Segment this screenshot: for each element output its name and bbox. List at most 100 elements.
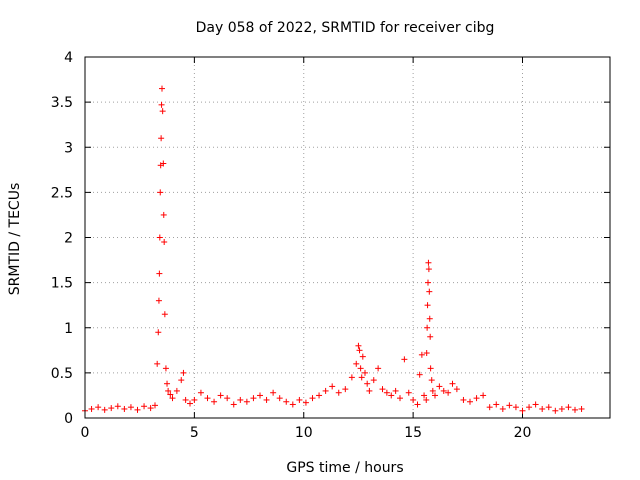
plot-frame xyxy=(84,56,611,419)
data-point xyxy=(362,369,368,376)
data-point xyxy=(375,365,382,372)
x-tick-label: 5 xyxy=(190,425,199,441)
data-point xyxy=(157,189,164,196)
data-point xyxy=(250,395,257,402)
data-point xyxy=(401,356,408,363)
y-tick-label: 0.5 xyxy=(51,366,73,382)
data-point xyxy=(134,406,141,413)
y-tick-label: 1.5 xyxy=(51,276,73,292)
data-point xyxy=(366,387,373,394)
data-point xyxy=(180,369,187,376)
data-point xyxy=(155,297,162,304)
x-tick-label: 10 xyxy=(295,425,313,441)
data-point xyxy=(388,392,395,399)
data-point xyxy=(155,329,162,336)
data-point xyxy=(187,400,193,407)
data-point xyxy=(211,398,218,405)
data-point xyxy=(424,324,431,331)
data-point xyxy=(383,389,390,396)
y-tick-label: 0 xyxy=(64,411,73,427)
data-points xyxy=(82,85,585,414)
data-point xyxy=(152,402,158,409)
data-point xyxy=(426,315,433,322)
data-point xyxy=(108,405,115,412)
data-point xyxy=(558,405,565,412)
data-point xyxy=(237,396,244,403)
data-point xyxy=(421,392,428,399)
data-point xyxy=(423,350,430,357)
data-point xyxy=(405,389,412,396)
data-point xyxy=(486,404,493,411)
y-tick-label: 2 xyxy=(64,231,73,247)
data-point xyxy=(147,405,154,412)
data-point xyxy=(453,386,460,393)
data-point xyxy=(159,108,166,115)
data-point xyxy=(160,211,167,218)
data-point xyxy=(159,85,165,92)
data-point xyxy=(296,396,303,403)
y-axis-label: SRMTID / TECUs xyxy=(7,183,23,296)
data-point xyxy=(449,380,456,387)
data-point xyxy=(127,404,134,411)
data-point xyxy=(565,404,572,411)
data-point xyxy=(512,404,519,411)
data-point xyxy=(572,406,578,413)
data-point xyxy=(191,396,198,403)
data-point xyxy=(425,279,431,286)
data-point xyxy=(414,401,421,408)
data-point xyxy=(460,396,467,403)
data-point xyxy=(161,311,168,318)
data-point xyxy=(178,377,185,384)
y-axis-ticks: 0 0.5 1 1.5 2 2.5 3 3.5 4 xyxy=(51,50,610,427)
y-tick-label: 1 xyxy=(64,321,73,337)
data-point xyxy=(499,405,506,412)
data-point xyxy=(197,389,204,396)
data-point xyxy=(427,333,434,340)
data-point xyxy=(358,374,365,381)
data-point xyxy=(426,288,433,295)
data-point xyxy=(204,395,211,402)
data-point xyxy=(217,392,224,399)
data-point xyxy=(473,395,480,402)
data-point xyxy=(578,405,585,412)
data-point xyxy=(425,266,432,273)
data-point xyxy=(506,402,513,409)
data-point xyxy=(424,302,431,309)
x-tick-label: 20 xyxy=(514,425,532,441)
data-point xyxy=(418,351,425,358)
data-point xyxy=(263,396,270,403)
x-axis-label: GPS time / hours xyxy=(286,460,403,476)
y-tick-label: 2.5 xyxy=(51,185,73,201)
data-point xyxy=(169,395,176,402)
data-point xyxy=(88,405,95,412)
data-point xyxy=(552,407,559,414)
data-point xyxy=(416,371,423,378)
data-point xyxy=(357,365,364,372)
data-point xyxy=(348,374,355,381)
data-point xyxy=(467,398,473,405)
data-point xyxy=(379,386,386,393)
data-point xyxy=(355,342,362,349)
data-point xyxy=(95,404,102,411)
data-point xyxy=(432,392,438,399)
data-point xyxy=(230,401,237,408)
data-point xyxy=(243,398,250,405)
data-point xyxy=(480,392,487,399)
y-tick-label: 3 xyxy=(64,140,73,156)
data-point xyxy=(539,405,546,412)
data-point xyxy=(397,395,403,402)
data-point xyxy=(342,386,349,393)
data-point xyxy=(164,380,171,387)
data-point xyxy=(428,377,435,384)
data-point xyxy=(101,406,108,413)
data-point xyxy=(410,396,417,403)
data-point xyxy=(370,377,377,384)
x-tick-label: 15 xyxy=(404,425,422,441)
data-point xyxy=(423,396,430,403)
data-point xyxy=(493,401,500,408)
data-point xyxy=(156,234,163,241)
data-point xyxy=(283,398,290,405)
data-point xyxy=(161,239,168,246)
data-point xyxy=(224,395,231,402)
data-point xyxy=(182,396,189,403)
